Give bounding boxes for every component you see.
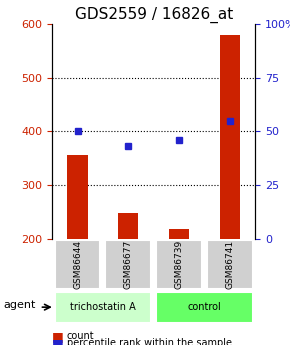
- Text: control: control: [188, 302, 221, 312]
- FancyBboxPatch shape: [156, 292, 253, 323]
- Text: ■: ■: [52, 337, 64, 345]
- Text: GSM86741: GSM86741: [225, 240, 234, 289]
- Text: count: count: [67, 332, 94, 341]
- Title: GDS2559 / 16826_at: GDS2559 / 16826_at: [75, 7, 233, 23]
- FancyBboxPatch shape: [106, 239, 151, 289]
- Text: agent: agent: [3, 300, 35, 310]
- Text: trichostatin A: trichostatin A: [70, 302, 136, 312]
- FancyBboxPatch shape: [55, 239, 100, 289]
- Text: ■: ■: [52, 330, 64, 343]
- Text: GSM86644: GSM86644: [73, 240, 82, 289]
- FancyBboxPatch shape: [156, 239, 202, 289]
- FancyBboxPatch shape: [207, 239, 253, 289]
- Bar: [118, 213, 138, 238]
- FancyBboxPatch shape: [55, 292, 151, 323]
- Bar: [220, 35, 240, 238]
- Text: GSM86739: GSM86739: [175, 240, 184, 289]
- Text: GSM86677: GSM86677: [124, 240, 133, 289]
- Text: percentile rank within the sample: percentile rank within the sample: [67, 338, 232, 345]
- Bar: [169, 229, 189, 238]
- Bar: [67, 156, 88, 238]
